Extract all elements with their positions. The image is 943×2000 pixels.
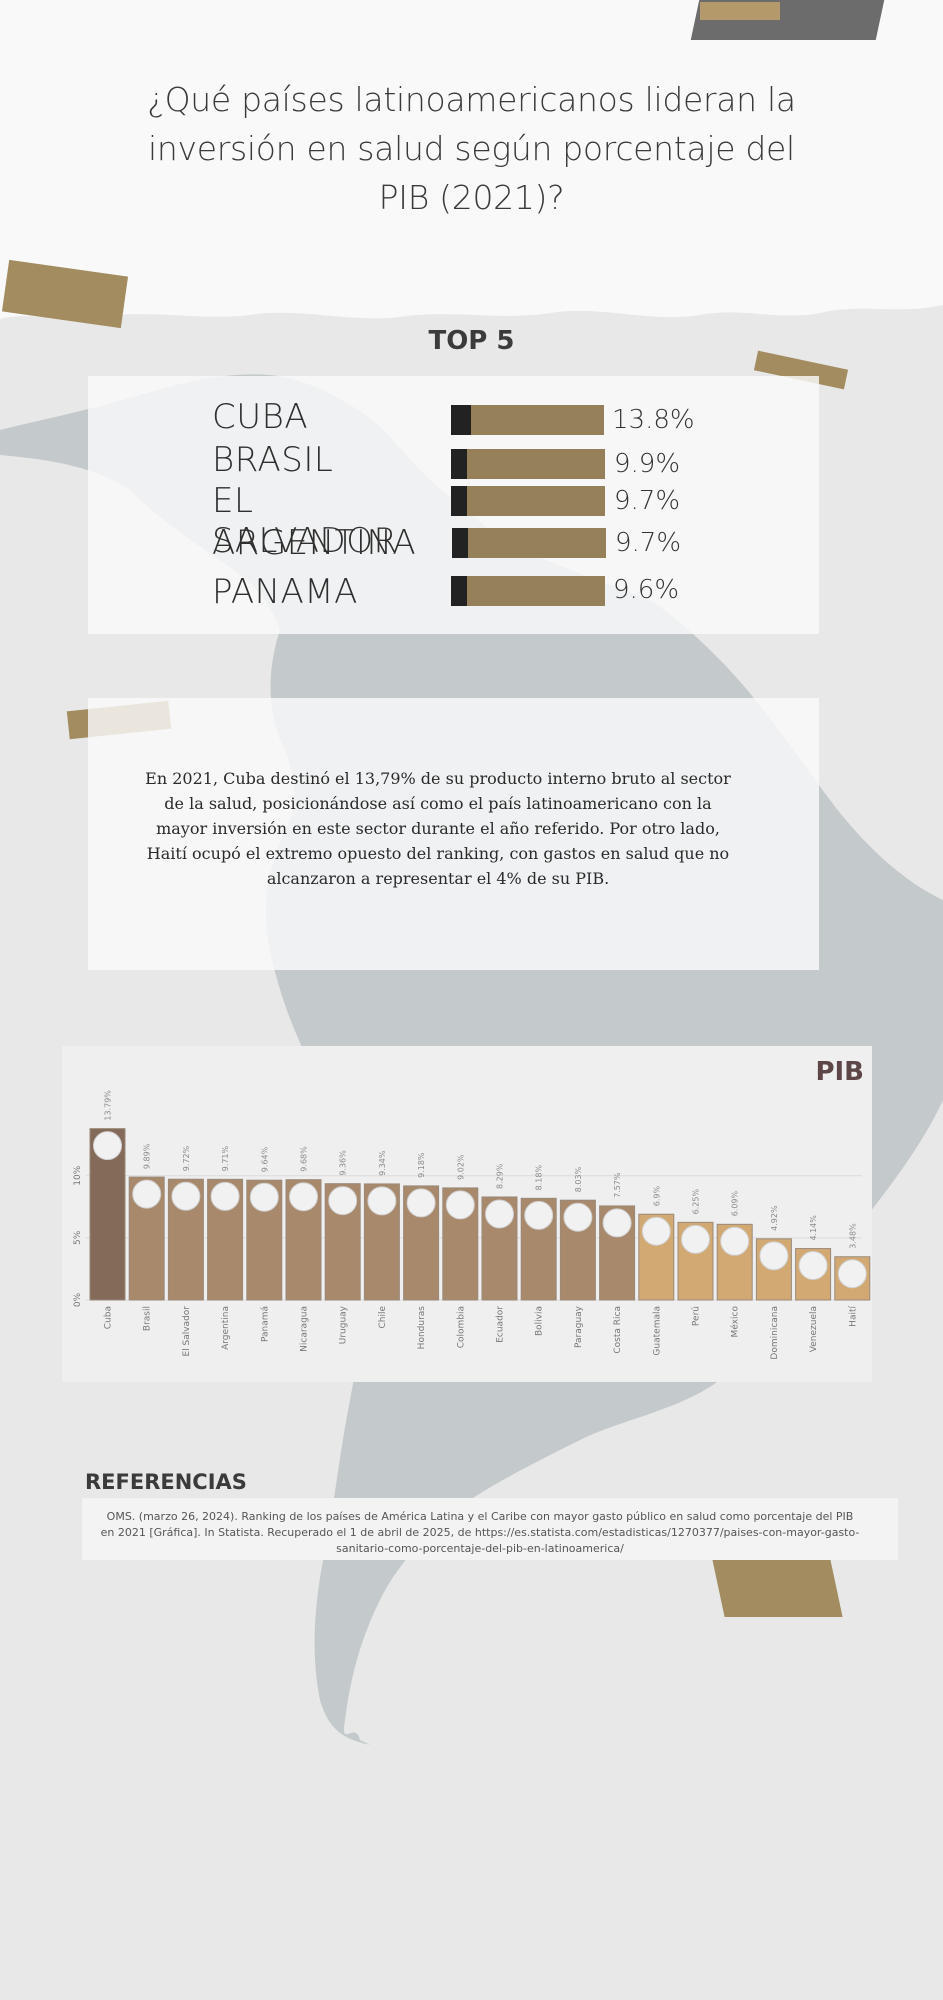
description-panel <box>88 698 819 970</box>
country-flag-icon <box>563 1202 593 1232</box>
bar-value-label: 4.92% <box>770 1205 779 1231</box>
bar-value-label: 8.03% <box>574 1166 583 1192</box>
references-text: OMS. (marzo 26, 2024). Ranking de los pa… <box>100 1510 860 1555</box>
country-flag-icon <box>720 1226 750 1256</box>
bar-value-label: 9.71% <box>221 1146 230 1172</box>
country-flag-icon <box>681 1224 710 1254</box>
top5-bar <box>451 486 605 516</box>
bar-value-label: 9.89% <box>143 1143 152 1169</box>
country-flag-icon <box>328 1186 358 1216</box>
category-label: Haití <box>848 1306 858 1327</box>
bar-value-label: 6.9% <box>652 1186 661 1207</box>
category-label: Argentina <box>221 1306 231 1350</box>
country-flag-icon <box>759 1241 789 1271</box>
y-tick-label: 5% <box>73 1230 83 1245</box>
category-label: Chile <box>378 1306 388 1329</box>
bar-value-label: 3.48% <box>848 1223 857 1249</box>
bar-value-label: 6.25% <box>692 1189 701 1215</box>
bar-value-label: 8.18% <box>535 1165 544 1191</box>
top5-title: TOP 5 <box>428 326 515 356</box>
references-strip <box>82 1498 898 1560</box>
y-tick-label: 0% <box>73 1292 83 1307</box>
category-label: Perú <box>692 1306 702 1326</box>
category-label: Honduras <box>417 1306 427 1350</box>
top5-item-value: 9.9% <box>614 449 681 479</box>
top5-item-value: 9.7% <box>614 486 681 516</box>
country-flag-icon <box>171 1181 201 1211</box>
country-flag-icon <box>406 1188 436 1218</box>
category-label: Dominicana <box>770 1306 780 1360</box>
category-label: Venezuela <box>809 1306 819 1352</box>
country-flag-icon <box>289 1182 318 1212</box>
top5-bar <box>452 528 606 558</box>
country-flag-icon <box>249 1182 279 1212</box>
category-label: Ecuador <box>496 1306 506 1343</box>
category-label: Cuba <box>104 1306 114 1329</box>
category-label: Nicaragua <box>300 1306 310 1352</box>
top5-item-value: 9.6% <box>613 575 680 605</box>
top5-bar <box>451 576 605 606</box>
bar-value-label: 9.18% <box>417 1152 426 1178</box>
description-text: En 2021, Cuba destinó el 13,79% de su pr… <box>145 769 731 888</box>
top5-item-name: BRASIL <box>212 440 334 480</box>
category-label: Colombia <box>456 1306 466 1348</box>
category-label: Guatemala <box>652 1306 662 1356</box>
category-label: El Salvador <box>182 1306 192 1357</box>
chart-title: PIB <box>815 1057 864 1087</box>
bar-value-label: 7.57% <box>613 1172 622 1198</box>
bar-value-label: 9.36% <box>339 1150 348 1176</box>
bar-value-label: 6.09% <box>731 1190 740 1216</box>
header-torn-edge <box>0 295 943 319</box>
top5-bar <box>451 449 605 479</box>
top5-bar <box>451 405 604 435</box>
bar-value-label: 4.14% <box>809 1215 818 1241</box>
country-flag-icon <box>132 1179 162 1209</box>
bar-value-label: 8.29% <box>496 1163 505 1189</box>
country-flag-icon <box>524 1200 554 1230</box>
top5-item-value: 9.7% <box>615 528 682 558</box>
references-title: REFERENCIAS <box>85 1470 247 1494</box>
country-flag-icon <box>837 1259 867 1289</box>
page-title: ¿Qué países latinoamericanos lideran la … <box>147 80 796 217</box>
country-flag-icon <box>445 1190 475 1220</box>
bar-value-label: 13.79% <box>104 1090 113 1121</box>
category-label: Bolivia <box>535 1306 545 1336</box>
category-label: Costa Rica <box>613 1306 623 1354</box>
country-flag-icon <box>602 1208 632 1238</box>
country-flag-icon <box>210 1181 240 1211</box>
category-label: Paraguay <box>574 1305 584 1348</box>
top5-item-name: ARGENTINA <box>212 523 417 563</box>
y-tick-label: 10% <box>73 1165 83 1185</box>
category-label: Panamá <box>260 1306 270 1342</box>
country-flag-icon <box>641 1216 671 1246</box>
country-flag-icon <box>485 1199 514 1229</box>
pib-bar-chart: 0% 5% 10% 13.79% Cuba 9.89% Brasil 9.72% El Sal… <box>73 1057 871 1360</box>
category-label: Uruguay <box>339 1305 349 1344</box>
country-flag-icon <box>367 1186 397 1216</box>
top5-item-name: PANAMA <box>212 572 358 612</box>
bar-value-label: 9.34% <box>378 1150 387 1176</box>
country-flag-icon <box>798 1251 828 1281</box>
top5-item-name: CUBA <box>212 397 309 437</box>
tape-references <box>711 1555 843 1617</box>
bar-value-label: 9.02% <box>456 1154 465 1180</box>
top5-item-value: 13.8% <box>612 405 695 435</box>
bar-value-label: 9.64% <box>260 1146 269 1172</box>
top5-item-name: EL SALVADOR <box>212 481 398 561</box>
header-paper <box>0 0 943 305</box>
category-label: México <box>730 1306 741 1338</box>
country-flag-icon <box>93 1131 122 1161</box>
bar-value-label: 9.68% <box>300 1146 309 1172</box>
category-label: Brasil <box>143 1306 153 1331</box>
tape-top-right-inner <box>700 2 780 20</box>
bar-value-label: 9.72% <box>182 1145 191 1171</box>
